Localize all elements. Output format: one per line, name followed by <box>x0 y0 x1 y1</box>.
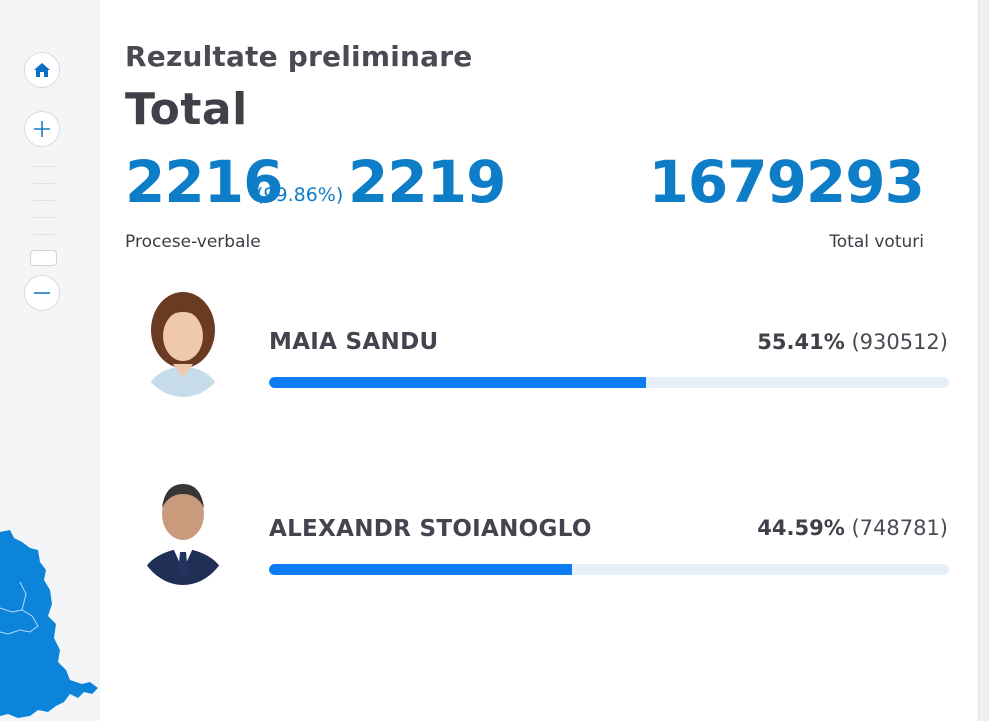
results-title: Total <box>125 84 248 135</box>
scrollbar-track[interactable] <box>978 0 989 721</box>
total-votes: 1679293 <box>648 148 925 216</box>
zoom-slider-handle[interactable] <box>30 250 57 266</box>
zoom-tick[interactable] <box>33 234 55 235</box>
processed-label: Procese-verbale <box>125 232 261 252</box>
processed-count: 2216 <box>125 148 283 216</box>
panel-divider <box>978 0 979 721</box>
processed-percent: (99.86%) <box>256 184 344 206</box>
zoom-tick[interactable] <box>33 166 55 167</box>
candidate-result: 44.59% (748781) <box>757 516 948 540</box>
results-subtitle: Rezultate preliminare <box>125 40 473 73</box>
vote-bar <box>269 377 949 388</box>
zoom-tick[interactable] <box>33 200 55 201</box>
map-region[interactable] <box>0 520 100 721</box>
zoom-tick[interactable] <box>33 217 55 218</box>
candidate-portrait <box>135 470 231 585</box>
total-votes-label: Total voturi <box>829 232 924 252</box>
candidate-portrait <box>135 282 231 397</box>
candidate-result: 55.41% (930512) <box>757 330 948 354</box>
home-icon <box>34 63 50 77</box>
vote-bar-fill <box>269 564 573 575</box>
zoom-out-button[interactable] <box>24 275 60 311</box>
candidate-name: ALEXANDR STOIANOGLO <box>269 516 592 542</box>
results-panel <box>100 0 978 721</box>
plus-icon <box>34 121 50 137</box>
candidate-votes: (930512) <box>851 330 948 354</box>
candidate-name: MAIA SANDU <box>269 329 439 355</box>
vote-bar <box>269 564 949 575</box>
zoom-tick[interactable] <box>33 183 55 184</box>
candidate-percent: 44.59% <box>757 516 845 540</box>
processed-total: 2219 <box>348 148 506 216</box>
zoom-in-button[interactable] <box>24 111 60 147</box>
candidate-percent: 55.41% <box>757 330 845 354</box>
home-button[interactable] <box>24 52 60 88</box>
vote-bar-fill <box>269 377 646 388</box>
minus-icon <box>34 292 50 294</box>
candidate-photo <box>135 470 231 585</box>
candidate-photo <box>135 282 231 397</box>
candidate-votes: (748781) <box>851 516 948 540</box>
